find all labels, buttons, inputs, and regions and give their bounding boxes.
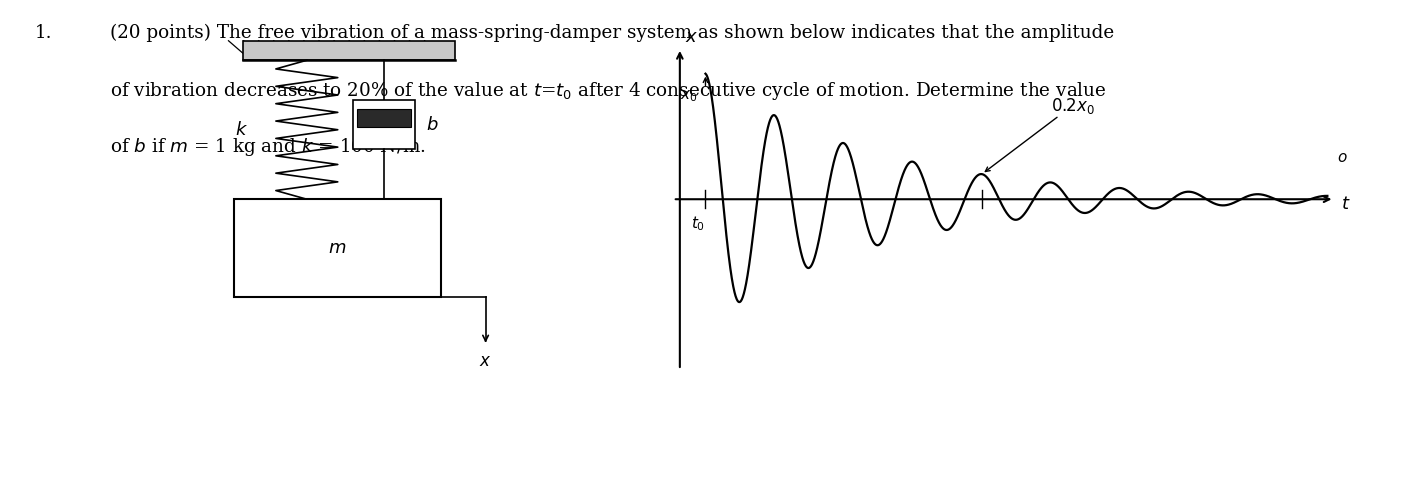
Text: $m$: $m$: [329, 239, 347, 257]
Text: (20 points) The free vibration of a mass-spring-damper system as shown below ind: (20 points) The free vibration of a mass…: [110, 24, 1114, 42]
Text: $x_0$: $x_0$: [680, 88, 697, 104]
Text: of $b$ if $m$ = 1 kg and $k$ = 100 N/m.: of $b$ if $m$ = 1 kg and $k$ = 100 N/m.: [110, 136, 426, 158]
Polygon shape: [357, 109, 411, 127]
Polygon shape: [234, 199, 440, 297]
Text: $b$: $b$: [426, 116, 439, 134]
Text: $t_0$: $t_0$: [691, 214, 705, 233]
Text: $t$: $t$: [1341, 195, 1351, 213]
Polygon shape: [244, 41, 455, 60]
Text: $k$: $k$: [235, 121, 248, 139]
Text: 1.: 1.: [35, 24, 52, 42]
Text: $x$: $x$: [480, 353, 491, 370]
Text: $o$: $o$: [1337, 151, 1348, 165]
Text: $x$: $x$: [685, 28, 698, 46]
Polygon shape: [353, 101, 415, 149]
Text: of vibration decreases to 20% of the value at $t$=$t_0$ after 4 consecutive cycl: of vibration decreases to 20% of the val…: [110, 80, 1106, 102]
Text: $0.2x_0$: $0.2x_0$: [1051, 96, 1096, 116]
